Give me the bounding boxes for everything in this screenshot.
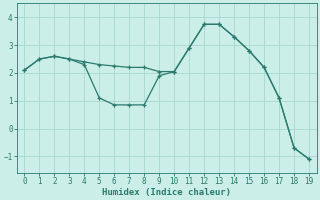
X-axis label: Humidex (Indice chaleur): Humidex (Indice chaleur) — [102, 188, 231, 197]
